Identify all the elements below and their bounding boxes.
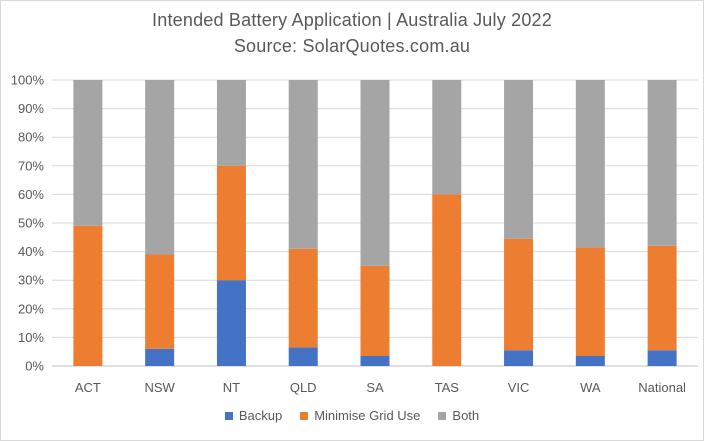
x-tick-label: VIC (508, 380, 530, 395)
legend-label: Backup (238, 408, 283, 423)
x-tick-label: National (638, 380, 686, 395)
bar-segment (145, 348, 175, 366)
chart-title: Intended Battery Application | Australia… (152, 10, 552, 30)
legend-swatch (300, 411, 309, 420)
y-tick-label: 50% (18, 216, 44, 231)
y-tick-label: 80% (18, 130, 44, 145)
legend: Backup Minimise Grid Use Both (0, 408, 704, 423)
bar-segment (216, 280, 246, 366)
bar-segment (73, 225, 103, 366)
legend-item: Backup (224, 408, 283, 423)
bar-segment (73, 80, 103, 226)
bar-segment (432, 194, 462, 366)
legend-swatch (224, 411, 233, 420)
bar-segment (647, 245, 677, 351)
x-tick-label: ACT (75, 380, 101, 395)
x-tick-label: TAS (435, 380, 460, 395)
chart-subtitle: Source: SolarQuotes.com.au (233, 36, 471, 56)
legend-swatch (438, 411, 447, 420)
legend-label: Both (452, 408, 480, 423)
y-tick-label: 100% (11, 73, 45, 88)
bar-segment (288, 80, 318, 249)
x-tick-label: SA (366, 380, 384, 395)
bar-segment (360, 265, 390, 356)
bar-segment (504, 80, 534, 239)
bar-segment (575, 247, 605, 356)
y-tick-label: 30% (18, 273, 44, 288)
y-tick-label: 40% (18, 244, 44, 259)
bar-segment (216, 80, 246, 166)
y-tick-label: 20% (18, 301, 44, 316)
bar-segment (575, 355, 605, 366)
x-tick-label: NT (223, 380, 240, 395)
y-tick-label: 90% (18, 101, 44, 116)
y-tick-label: 10% (18, 330, 44, 345)
legend-item: Minimise Grid Use (300, 408, 420, 423)
bar-segment (288, 248, 318, 348)
y-tick-label: 60% (18, 187, 44, 202)
y-tick-label: 70% (18, 158, 44, 173)
bar-segment (647, 80, 677, 246)
y-tick-label: 0% (25, 359, 44, 374)
x-tick-label: NSW (144, 380, 175, 395)
x-tick-label: WA (580, 380, 601, 395)
bar-segment (360, 80, 390, 266)
legend-item: Both (438, 408, 479, 423)
bar-segment (432, 80, 462, 195)
bar-segment (504, 350, 534, 366)
bar-segment (360, 355, 390, 366)
bar-segment (145, 80, 175, 255)
x-tick-label: QLD (290, 380, 317, 395)
bar-segment (647, 350, 677, 366)
bar-segment (145, 254, 175, 349)
bar-segment (504, 238, 534, 351)
bar-segment (575, 80, 605, 248)
bar-segment (288, 347, 318, 366)
bar-segment (216, 165, 246, 281)
legend-label: Minimise Grid Use (314, 408, 421, 423)
